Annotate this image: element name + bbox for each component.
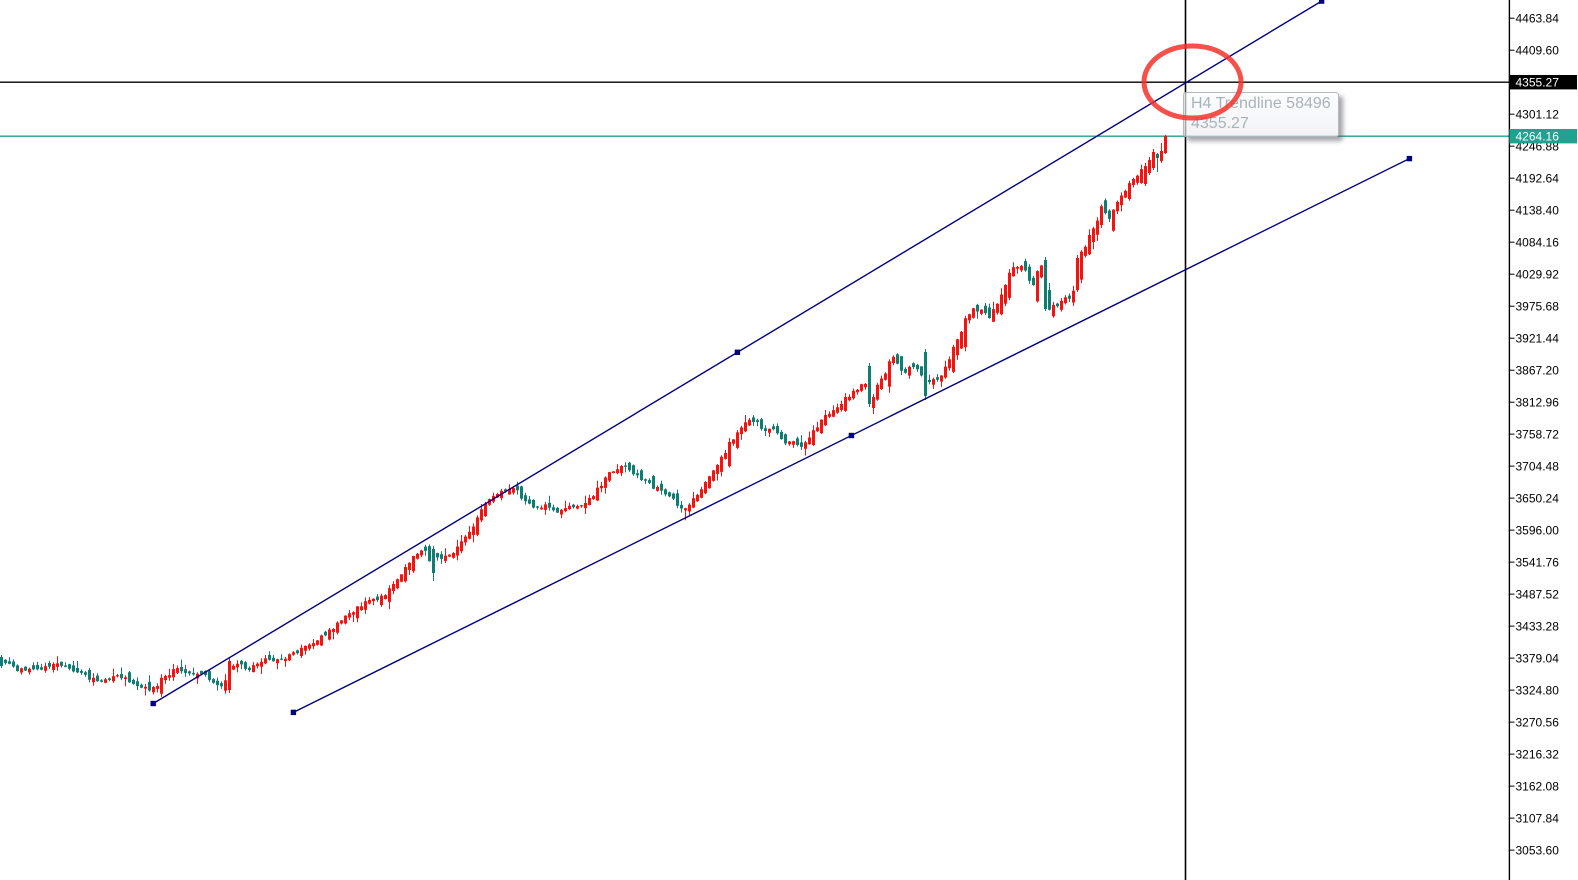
svg-text:3053.60: 3053.60 [1516, 843, 1560, 857]
svg-text:4138.40: 4138.40 [1516, 203, 1560, 217]
svg-text:4355.27: 4355.27 [1516, 75, 1560, 89]
svg-text:4463.84: 4463.84 [1516, 11, 1560, 25]
svg-text:3921.44: 3921.44 [1516, 331, 1560, 345]
svg-text:4029.92: 4029.92 [1516, 267, 1560, 281]
svg-text:3975.68: 3975.68 [1516, 299, 1560, 313]
svg-text:4301.12: 4301.12 [1516, 107, 1560, 121]
svg-text:3812.96: 3812.96 [1516, 395, 1560, 409]
svg-text:4192.64: 4192.64 [1516, 171, 1560, 185]
svg-text:3650.24: 3650.24 [1516, 491, 1560, 505]
svg-text:3379.04: 3379.04 [1516, 651, 1560, 665]
svg-text:3704.48: 3704.48 [1516, 459, 1560, 473]
svg-text:3596.00: 3596.00 [1516, 523, 1560, 537]
svg-text:4409.60: 4409.60 [1516, 43, 1560, 57]
svg-text:3324.80: 3324.80 [1516, 683, 1560, 697]
svg-text:3867.20: 3867.20 [1516, 363, 1560, 377]
svg-text:3541.76: 3541.76 [1516, 555, 1560, 569]
svg-text:3433.28: 3433.28 [1516, 619, 1560, 633]
svg-text:4264.16: 4264.16 [1516, 129, 1560, 143]
svg-text:3162.08: 3162.08 [1516, 779, 1560, 793]
svg-text:3487.52: 3487.52 [1516, 587, 1560, 601]
svg-text:3758.72: 3758.72 [1516, 427, 1560, 441]
svg-text:3270.56: 3270.56 [1516, 715, 1560, 729]
svg-text:4084.16: 4084.16 [1516, 235, 1560, 249]
svg-text:3107.84: 3107.84 [1516, 811, 1560, 825]
svg-text:3216.32: 3216.32 [1516, 747, 1560, 761]
